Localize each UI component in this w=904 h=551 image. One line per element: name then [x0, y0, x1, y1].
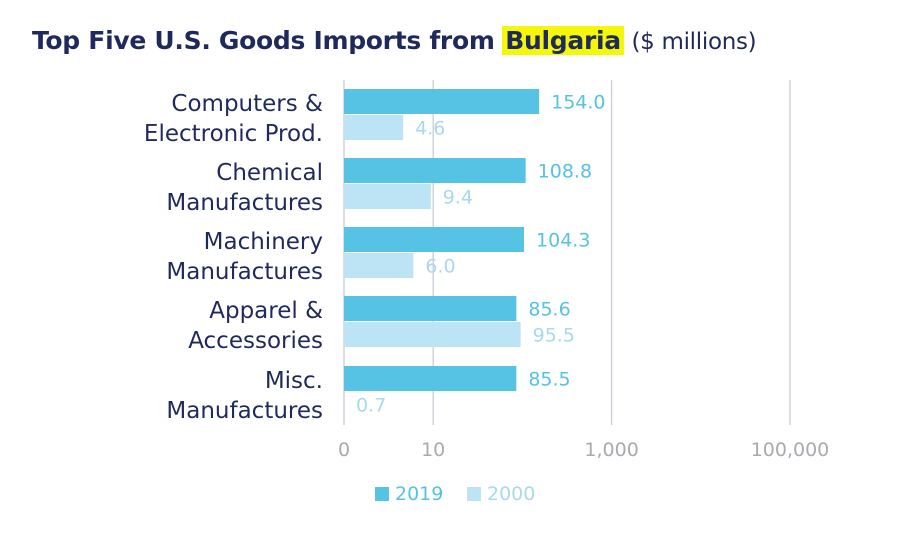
data-label-2000-4: 0.7 [356, 395, 386, 417]
category-label-2-1: Manufactures [166, 259, 323, 285]
category-label-2-0: Machinery [204, 229, 323, 255]
bar-2000-0 [344, 115, 404, 140]
legend-swatch-2000 [467, 487, 481, 501]
data-label-2019-3: 85.6 [528, 299, 570, 321]
bar-2000-2 [344, 253, 414, 278]
bar-2000-3 [344, 322, 521, 347]
bar-2000-1 [344, 184, 431, 209]
category-label-1-1: Manufactures [166, 190, 323, 216]
legend-swatch-2019 [375, 487, 389, 501]
category-label-4-1: Manufactures [166, 398, 323, 424]
bar-2019-4 [344, 366, 517, 391]
data-label-2000-0: 4.6 [415, 118, 445, 140]
bar-2019-2 [344, 227, 525, 252]
chart-title-highlight: Bulgaria [502, 26, 624, 55]
data-label-2019-0: 154.0 [551, 92, 605, 114]
data-label-2000-3: 95.5 [533, 325, 575, 347]
x-tick-label-2: 1,000 [584, 439, 638, 461]
bar-2019-3 [344, 296, 517, 321]
chart-title-unit: ($ millions) [631, 29, 757, 55]
data-label-2000-1: 9.4 [443, 187, 473, 209]
bar-2019-0 [344, 89, 540, 114]
category-label-3-1: Accessories [188, 328, 323, 354]
category-label-4-0: Misc. [265, 368, 323, 394]
chart-title: Top Five U.S. Goods Imports from Bulgari… [32, 26, 757, 55]
category-label-0-0: Computers & [171, 91, 323, 117]
x-tick-label-3: 100,000 [751, 439, 830, 461]
category-label-1-0: Chemical [216, 160, 323, 186]
x-tick-label-0: 0 [338, 439, 350, 461]
chart-title-main: Top Five U.S. Goods Imports from [32, 26, 495, 55]
data-label-2019-1: 108.8 [538, 161, 592, 183]
legend-label-2000: 2000 [487, 483, 535, 505]
bar-2019-1 [344, 158, 526, 183]
data-label-2000-2: 6.0 [425, 256, 455, 278]
data-label-2019-4: 85.5 [528, 369, 570, 391]
x-tick-label-1: 10 [421, 439, 445, 461]
legend-label-2019: 2019 [395, 483, 443, 505]
data-label-2019-2: 104.3 [536, 230, 590, 252]
category-label-3-0: Apparel & [209, 298, 323, 324]
category-label-0-1: Electronic Prod. [144, 121, 323, 147]
